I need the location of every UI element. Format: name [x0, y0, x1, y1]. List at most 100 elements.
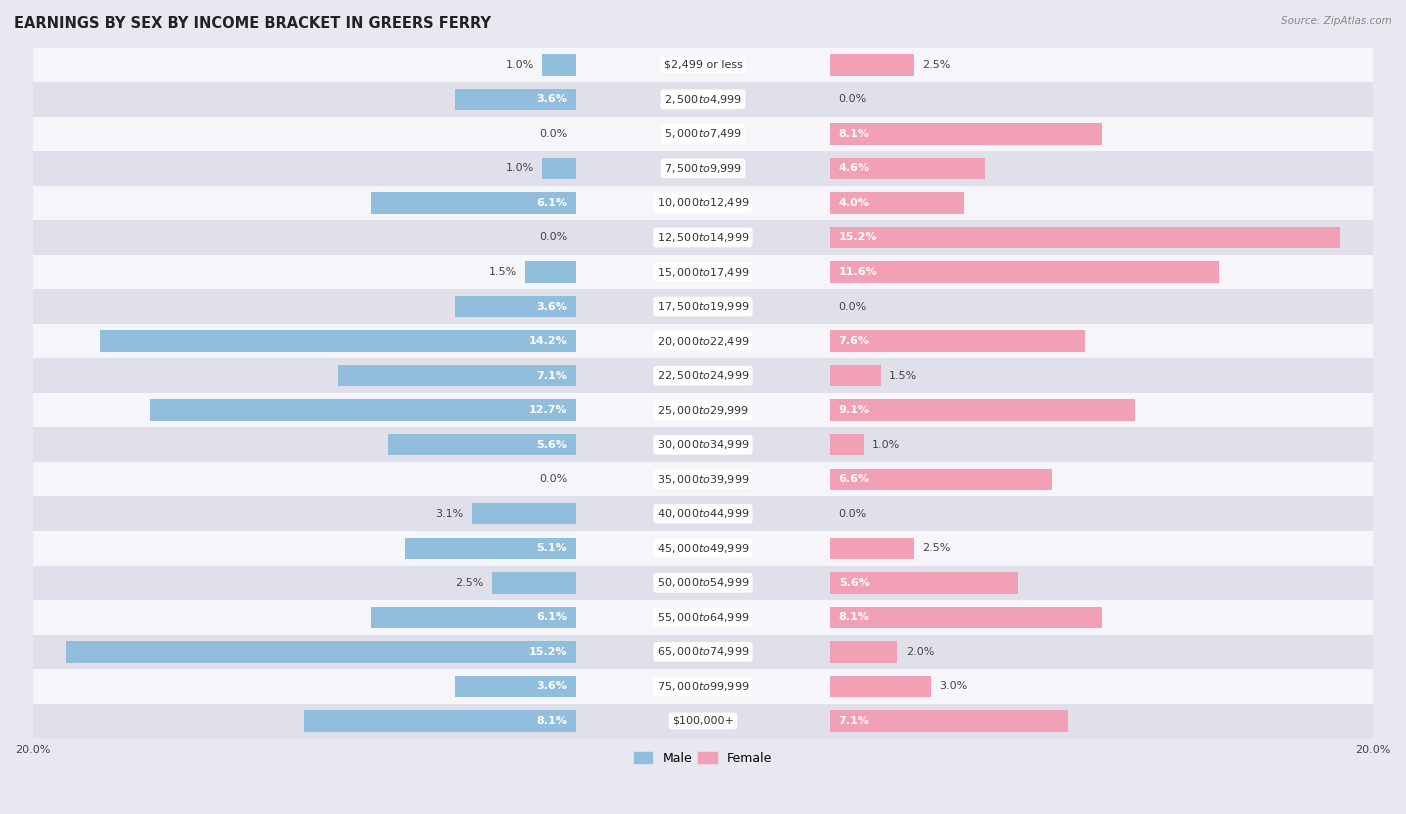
- Bar: [32, 703, 1374, 738]
- Text: 2.5%: 2.5%: [922, 543, 950, 554]
- Text: 3.6%: 3.6%: [536, 301, 567, 312]
- Bar: [472, 503, 575, 524]
- Bar: [831, 365, 880, 387]
- Text: $7,500 to $9,999: $7,500 to $9,999: [664, 162, 742, 175]
- Bar: [100, 330, 575, 352]
- Text: 0.0%: 0.0%: [839, 94, 868, 104]
- Bar: [32, 289, 1374, 324]
- Text: $17,500 to $19,999: $17,500 to $19,999: [657, 300, 749, 313]
- Bar: [456, 295, 575, 317]
- Bar: [32, 186, 1374, 221]
- Bar: [32, 635, 1374, 669]
- Bar: [32, 255, 1374, 289]
- Bar: [32, 116, 1374, 151]
- Text: $65,000 to $74,999: $65,000 to $74,999: [657, 646, 749, 659]
- Text: 4.6%: 4.6%: [839, 164, 870, 173]
- Text: Source: ZipAtlas.com: Source: ZipAtlas.com: [1281, 16, 1392, 26]
- Bar: [831, 676, 931, 697]
- Text: 6.6%: 6.6%: [839, 475, 870, 484]
- Bar: [543, 54, 575, 76]
- Bar: [831, 711, 1069, 732]
- Text: 6.1%: 6.1%: [536, 198, 567, 208]
- Text: 6.1%: 6.1%: [536, 612, 567, 623]
- Bar: [32, 669, 1374, 703]
- Bar: [337, 365, 575, 387]
- Text: $25,000 to $29,999: $25,000 to $29,999: [657, 404, 749, 417]
- Bar: [456, 89, 575, 110]
- Text: 0.0%: 0.0%: [538, 475, 567, 484]
- Text: 2.0%: 2.0%: [905, 647, 934, 657]
- Text: 1.5%: 1.5%: [489, 267, 517, 277]
- Bar: [831, 227, 1340, 248]
- Text: $15,000 to $17,499: $15,000 to $17,499: [657, 265, 749, 278]
- Text: $2,499 or less: $2,499 or less: [664, 59, 742, 70]
- Text: $45,000 to $49,999: $45,000 to $49,999: [657, 542, 749, 555]
- Bar: [304, 711, 575, 732]
- Text: $5,000 to $7,499: $5,000 to $7,499: [664, 128, 742, 140]
- Text: $40,000 to $44,999: $40,000 to $44,999: [657, 507, 749, 520]
- Bar: [150, 400, 575, 421]
- Bar: [32, 531, 1374, 566]
- Text: $20,000 to $22,499: $20,000 to $22,499: [657, 335, 749, 348]
- Bar: [388, 434, 575, 455]
- Text: 14.2%: 14.2%: [529, 336, 567, 346]
- Bar: [831, 641, 897, 663]
- Bar: [831, 537, 914, 559]
- Bar: [543, 158, 575, 179]
- Text: 3.0%: 3.0%: [939, 681, 967, 691]
- Text: $12,500 to $14,999: $12,500 to $14,999: [657, 231, 749, 244]
- Text: 2.5%: 2.5%: [456, 578, 484, 588]
- Text: $100,000+: $100,000+: [672, 716, 734, 726]
- Bar: [831, 330, 1085, 352]
- Text: 1.0%: 1.0%: [506, 164, 534, 173]
- Bar: [371, 606, 575, 628]
- Text: 5.6%: 5.6%: [536, 440, 567, 449]
- Text: 8.1%: 8.1%: [839, 612, 870, 623]
- Text: 8.1%: 8.1%: [536, 716, 567, 726]
- Bar: [32, 566, 1374, 600]
- Bar: [831, 192, 965, 213]
- Text: 5.6%: 5.6%: [839, 578, 870, 588]
- Text: $35,000 to $39,999: $35,000 to $39,999: [657, 473, 749, 486]
- Text: 1.0%: 1.0%: [506, 59, 534, 70]
- Bar: [371, 192, 575, 213]
- Bar: [831, 123, 1102, 145]
- Text: 0.0%: 0.0%: [538, 129, 567, 139]
- Text: 15.2%: 15.2%: [529, 647, 567, 657]
- Bar: [32, 82, 1374, 116]
- Bar: [32, 600, 1374, 635]
- Bar: [32, 462, 1374, 497]
- Text: 1.5%: 1.5%: [889, 370, 917, 381]
- Bar: [492, 572, 575, 593]
- Text: 0.0%: 0.0%: [538, 233, 567, 243]
- Bar: [831, 606, 1102, 628]
- Bar: [32, 151, 1374, 186]
- Text: $50,000 to $54,999: $50,000 to $54,999: [657, 576, 749, 589]
- Bar: [32, 47, 1374, 82]
- Text: 7.1%: 7.1%: [839, 716, 870, 726]
- Bar: [32, 497, 1374, 531]
- Bar: [66, 641, 575, 663]
- Legend: Male, Female: Male, Female: [628, 747, 778, 770]
- Text: 4.0%: 4.0%: [839, 198, 870, 208]
- Text: 12.7%: 12.7%: [529, 405, 567, 415]
- Text: 5.1%: 5.1%: [537, 543, 567, 554]
- Text: 9.1%: 9.1%: [839, 405, 870, 415]
- Bar: [32, 427, 1374, 462]
- Bar: [456, 676, 575, 697]
- Bar: [831, 434, 863, 455]
- Text: $10,000 to $12,499: $10,000 to $12,499: [657, 196, 749, 209]
- Text: $30,000 to $34,999: $30,000 to $34,999: [657, 438, 749, 451]
- Text: $75,000 to $99,999: $75,000 to $99,999: [657, 680, 749, 693]
- Text: EARNINGS BY SEX BY INCOME BRACKET IN GREERS FERRY: EARNINGS BY SEX BY INCOME BRACKET IN GRE…: [14, 16, 491, 31]
- Bar: [32, 221, 1374, 255]
- Bar: [831, 158, 984, 179]
- Text: $2,500 to $4,999: $2,500 to $4,999: [664, 93, 742, 106]
- Text: 0.0%: 0.0%: [839, 509, 868, 519]
- Text: $55,000 to $64,999: $55,000 to $64,999: [657, 610, 749, 624]
- Bar: [32, 393, 1374, 427]
- Text: 1.0%: 1.0%: [872, 440, 900, 449]
- Bar: [831, 400, 1136, 421]
- Bar: [831, 469, 1052, 490]
- Bar: [831, 54, 914, 76]
